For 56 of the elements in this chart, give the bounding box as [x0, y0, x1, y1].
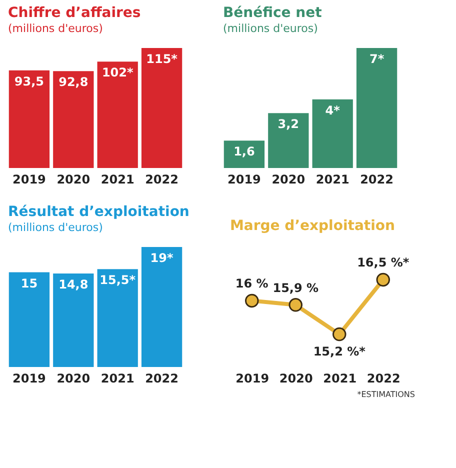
- x-tick-label: 2022: [145, 172, 178, 186]
- point: [376, 272, 390, 287]
- bar: [268, 113, 309, 168]
- data-label: 93,5: [14, 74, 44, 88]
- data-label: 15,2 %*: [313, 344, 366, 358]
- point: [245, 294, 259, 308]
- data-label: 1,6: [234, 144, 255, 159]
- x-tick-label: 2020: [56, 172, 90, 186]
- bar: [53, 274, 94, 367]
- x-tick-label: 2021: [323, 372, 357, 386]
- data-label: 115*: [146, 52, 178, 66]
- point: [288, 298, 302, 312]
- x-tick-label: 2021: [100, 372, 134, 386]
- bar: [97, 269, 138, 367]
- x-tick-label: 2020: [279, 372, 313, 386]
- chart-subtitle: (millions d'euros): [8, 221, 103, 234]
- chart-title: Résultat d’exploitation: [8, 204, 190, 220]
- data-label: 7*: [369, 52, 385, 66]
- chart-subtitle: (millions d'euros): [223, 22, 318, 35]
- bar: [53, 71, 94, 168]
- x-tick-label: 2021: [100, 172, 134, 186]
- bar: [312, 99, 353, 168]
- x-tick-label: 2022: [145, 372, 178, 386]
- text: *ESTIMATIONS: [357, 390, 415, 399]
- point: [332, 327, 346, 342]
- bar: [97, 62, 138, 168]
- data-label: 15: [20, 276, 38, 290]
- chart-subtitle: (millions d'euros): [8, 22, 103, 35]
- data-label: 14,8: [58, 278, 88, 292]
- data-label: 15,5*: [100, 273, 136, 288]
- chart-title: Marge d’exploitation: [230, 218, 395, 234]
- data-label: 16 %: [235, 276, 268, 291]
- x-tick-label: 2019: [12, 372, 46, 386]
- x-tick-label: 2019: [12, 172, 46, 186]
- chart-title: Chiffre d’affaires: [8, 5, 141, 21]
- data-label: 15,9 %: [272, 280, 319, 295]
- data-label: 16,5 %*: [357, 256, 410, 270]
- data-label: 3,2: [278, 117, 300, 132]
- bar: [141, 48, 182, 168]
- data-label: 102*: [102, 66, 134, 80]
- x-tick-label: 2019: [228, 172, 261, 186]
- bar: [8, 70, 50, 168]
- data-label: 4*: [325, 103, 341, 118]
- bar: [8, 272, 50, 367]
- chart-title: Bénéfice net: [223, 5, 322, 21]
- x-tick-label: 2022: [360, 172, 394, 186]
- bar: [224, 140, 265, 168]
- bar: [141, 247, 182, 367]
- x-tick-label: 2020: [56, 372, 90, 386]
- data-label: 19*: [150, 251, 174, 265]
- x-tick-label: 2019: [236, 372, 270, 386]
- x-tick-label: 2021: [316, 172, 350, 186]
- data-label: 92,8: [58, 75, 88, 90]
- bar: [356, 48, 398, 168]
- x-tick-label: 2020: [272, 172, 306, 186]
- x-tick-label: 2022: [366, 372, 400, 386]
